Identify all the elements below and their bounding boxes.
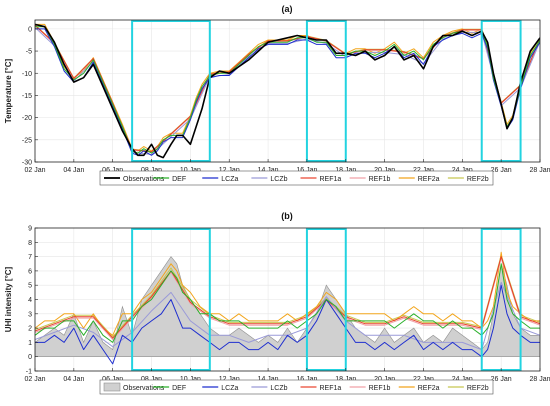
legend-entry: DEF <box>172 176 186 183</box>
legend-entry: LCZb <box>270 176 287 183</box>
series-line-def <box>35 263 540 343</box>
x-tick-label: 06 Jan <box>102 376 123 383</box>
legend-box <box>99 170 494 186</box>
panel-label: (b) <box>281 211 293 221</box>
y-axis-label: UHI intensity [°C] <box>4 266 13 332</box>
x-tick-label: 20 Jan <box>374 376 395 383</box>
legend-entry: LCZa <box>221 176 238 183</box>
x-tick-label: 20 Jan <box>374 167 395 174</box>
y-tick-label: -15 <box>22 93 32 100</box>
y-tick-label: 8 <box>28 240 32 247</box>
legend-entry: REF2a <box>418 385 440 392</box>
highlight-window <box>305 228 347 371</box>
x-tick-label: 08 Jan <box>141 167 162 174</box>
series-line-lcza <box>35 28 540 156</box>
y-tick-label: 0 <box>28 354 32 361</box>
series-line-ref1b <box>35 257 540 340</box>
x-tick-label: 08 Jan <box>141 376 162 383</box>
highlight-window <box>131 228 211 371</box>
x-tick-label: 16 Jan <box>296 167 317 174</box>
y-tick-label: -30 <box>22 160 32 167</box>
y-tick-label: 1 <box>28 340 32 347</box>
legend: Observations DEF LCZa LCZb REF1a REF1b REF2a RE… <box>99 170 494 186</box>
x-tick-label: 24 Jan <box>452 376 473 383</box>
x-tick-label: 26 Jan <box>491 376 512 383</box>
legend: Observations DEF LCZa LCZb REF1a REF1b REF2a RE… <box>99 379 494 395</box>
legend-entry: REF1a <box>320 385 342 392</box>
y-tick-label: 0 <box>28 26 32 33</box>
y-tick-label: 6 <box>28 268 32 275</box>
highlight-window <box>305 20 347 162</box>
y-tick-label: 3 <box>28 311 32 318</box>
legend-entry: REF2a <box>418 176 440 183</box>
y-tick-label: -20 <box>22 115 32 122</box>
legend-entry: REF2b <box>467 176 489 183</box>
y-tick-label: 2 <box>28 326 32 333</box>
x-tick-label: 04 Jan <box>63 376 84 383</box>
series-line-ref2b <box>35 254 540 338</box>
y-tick-label: 9 <box>28 226 32 233</box>
y-tick-label: -1 <box>26 369 32 376</box>
y-axis-label: Temperature [°C] <box>4 58 13 123</box>
x-tick-label: 02 Jan <box>24 167 45 174</box>
legend-entry: REF2b <box>467 385 489 392</box>
x-tick-label: 26 Jan <box>491 167 512 174</box>
axes-frame <box>34 19 541 163</box>
x-tick-label: 12 Jan <box>219 376 240 383</box>
series-line-lcza <box>35 284 540 365</box>
panel-label: (a) <box>282 4 293 14</box>
legend-entry: Observations <box>123 176 165 183</box>
series-line-observations <box>35 23 540 159</box>
x-tick-label: 16 Jan <box>296 376 317 383</box>
x-tick-label: 22 Jan <box>413 376 434 383</box>
x-tick-label: 14 Jan <box>258 167 279 174</box>
x-tick-label: 06 Jan <box>102 167 123 174</box>
legend-entry: REF1b <box>369 176 391 183</box>
legend-entry: REF1b <box>369 385 391 392</box>
x-tick-label: 22 Jan <box>413 167 434 174</box>
x-tick-label: 18 Jan <box>335 167 356 174</box>
legend-swatch <box>103 382 121 392</box>
legend-entry: REF1a <box>320 176 342 183</box>
panel-b: 02 Jan 04 Jan 06 Jan 08 Jan 10 Jan 12 Jan 14 J… <box>4 211 550 395</box>
y-tick-label: 4 <box>28 297 32 304</box>
legend-entry: DEF <box>172 385 186 392</box>
panel-a: 02 Jan 04 Jan 06 Jan 08 Jan 10 Jan 12 Jan 14 J… <box>4 4 550 186</box>
y-tick-label: -10 <box>22 71 32 78</box>
legend-entry: LCZb <box>270 385 287 392</box>
x-tick-label: 10 Jan <box>180 376 201 383</box>
x-tick-label: 02 Jan <box>24 376 45 383</box>
series-group <box>35 251 540 365</box>
legend-box <box>99 379 494 395</box>
x-tick-label: 28 Jan <box>529 167 550 174</box>
y-tick-label: -25 <box>22 137 32 144</box>
x-tick-label: 12 Jan <box>219 167 240 174</box>
y-tick-label: 5 <box>28 283 32 290</box>
legend-entry: LCZa <box>221 385 238 392</box>
x-tick-label: 04 Jan <box>63 167 84 174</box>
x-tick-label: 24 Jan <box>452 167 473 174</box>
y-tick-label: 7 <box>28 254 32 261</box>
series-line-ref2a <box>35 251 540 336</box>
highlight-window <box>131 20 211 162</box>
x-tick-label: 10 Jan <box>180 167 201 174</box>
x-tick-label: 28 Jan <box>529 376 550 383</box>
x-tick-label: 14 Jan <box>258 376 279 383</box>
y-tick-label: -5 <box>26 49 32 56</box>
legend-entry: Observations <box>123 385 165 392</box>
x-tick-label: 18 Jan <box>335 376 356 383</box>
series-group <box>35 23 540 159</box>
